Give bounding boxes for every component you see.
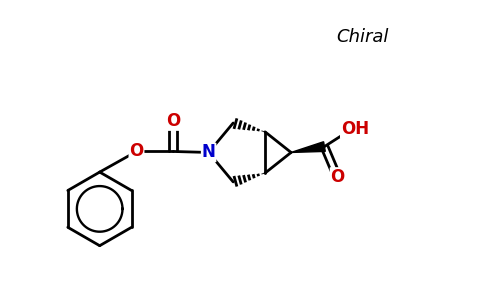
Text: N: N bbox=[202, 143, 215, 161]
Text: OH: OH bbox=[341, 120, 369, 138]
Text: O: O bbox=[331, 168, 345, 186]
Text: O: O bbox=[166, 112, 181, 130]
Text: O: O bbox=[129, 142, 144, 160]
Polygon shape bbox=[291, 142, 325, 152]
Text: Chiral: Chiral bbox=[336, 28, 389, 46]
